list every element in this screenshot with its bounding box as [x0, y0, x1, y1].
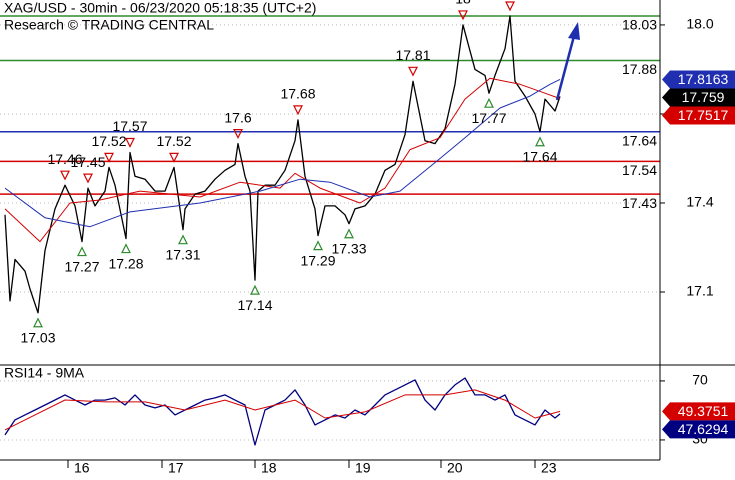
x-tick-label: 20 [447, 460, 463, 476]
level-label: 17.54 [622, 162, 657, 178]
low-marker [33, 317, 43, 328]
x-tick-label: 23 [541, 460, 557, 476]
tags-layer: 17.8163 17.759 17.7517 49.3751 47.6294 [662, 70, 735, 439]
value-tag-label: 17.7517 [678, 107, 729, 123]
low-label: 17.28 [108, 255, 143, 271]
value-tag [662, 106, 735, 125]
level-label: 17.43 [622, 195, 657, 211]
low-label: 17.03 [20, 329, 55, 345]
value-tag [662, 420, 735, 439]
low-label: 17.14 [237, 297, 272, 313]
x-tick-label: 18 [261, 460, 277, 476]
high-label: 17.57 [112, 118, 147, 134]
grid-layer: 18.017.717.417.118.0317.8817.6417.5417.4… [0, 15, 714, 476]
high-marker [233, 129, 243, 139]
value-tag [662, 402, 735, 421]
high-marker [408, 66, 418, 77]
low-marker [313, 240, 323, 251]
high-marker [505, 1, 515, 12]
value-tag-label: 17.8163 [678, 71, 729, 87]
x-tick-label: 17 [168, 460, 184, 476]
high-marker [104, 152, 114, 163]
high-label: 17.68 [280, 86, 315, 102]
low-label: 17.31 [165, 246, 200, 262]
arrow-shaft [555, 35, 576, 101]
high-marker [83, 173, 93, 184]
value-tag [662, 88, 735, 107]
x-tick-label: 16 [74, 460, 90, 476]
low-marker [344, 228, 354, 239]
high-marker [60, 170, 70, 181]
low-label: 17.27 [64, 258, 99, 274]
chart-subtitle: Research © TRADING CENTRAL [4, 17, 214, 33]
high-label: 17.6 [224, 109, 251, 125]
y-tick-label: 70 [692, 372, 708, 388]
high-label: 17.46 [47, 151, 82, 167]
high-label: 17.52 [91, 133, 126, 149]
series-line [4, 15, 561, 314]
forecast-arrow [555, 22, 580, 101]
low-marker [484, 97, 494, 108]
low-label: 17.77 [471, 110, 506, 126]
series-line [4, 78, 561, 228]
low-marker [250, 284, 260, 295]
low-marker [535, 136, 545, 147]
value-tag-label: 47.6294 [678, 421, 729, 437]
high-marker [125, 137, 135, 148]
level-label: 18.03 [622, 17, 657, 33]
level-label: 17.64 [622, 132, 657, 148]
marks-layer: 17.4617.4517.5217.5717.5217.617.6817.811… [4, 0, 561, 446]
y-tick-label: 17.4 [686, 194, 713, 210]
low-marker [121, 243, 131, 254]
low-label: 17.29 [300, 252, 335, 268]
high-marker [293, 105, 303, 116]
high-label: 18 [455, 0, 471, 7]
high-marker [169, 152, 179, 163]
panel-title: RSI14 - 9MA [4, 365, 85, 381]
series-line [4, 77, 561, 243]
high-label: 17.81 [395, 47, 430, 63]
low-marker [178, 234, 188, 245]
high-label: 17.52 [156, 133, 191, 149]
value-tag-label: 17.759 [682, 89, 725, 105]
chart-title: XAG/USD - 30min - 06/23/2020 05:18:35 (U… [4, 0, 316, 16]
arrow-head [568, 22, 580, 40]
y-tick-label: 18.0 [686, 16, 713, 32]
value-tag [662, 70, 735, 89]
value-tag-label: 49.3751 [678, 403, 729, 419]
low-label: 17.64 [522, 148, 557, 164]
high-marker [458, 10, 468, 21]
level-label: 17.88 [622, 61, 657, 77]
series-line [4, 389, 561, 431]
low-marker [77, 246, 87, 257]
series-line [4, 377, 561, 446]
y-tick-label: 17.1 [686, 283, 713, 299]
low-label: 17.33 [331, 240, 366, 256]
x-tick-label: 19 [355, 460, 371, 476]
high-label: 17.45 [70, 154, 105, 170]
